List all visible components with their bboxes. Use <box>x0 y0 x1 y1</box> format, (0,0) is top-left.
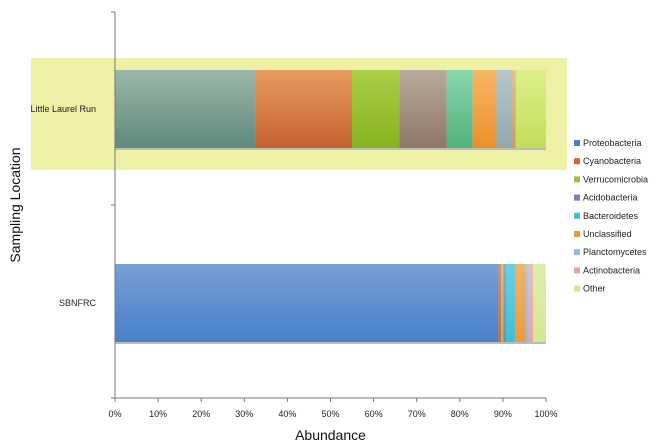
x-tick-label: 60% <box>365 409 383 419</box>
bar-sbnfrc-actinobacteria <box>528 264 534 342</box>
legend-swatch-other <box>574 285 580 292</box>
legend-label-verrucomicrobia: Verrucomicrobia <box>583 174 648 184</box>
x-tick-label: 30% <box>235 409 253 419</box>
x-tick-label: 100% <box>534 409 557 419</box>
bar-sbnfrc-planctomycetes <box>526 264 529 342</box>
bar-sbnfrc-cyanobacteria <box>498 264 502 342</box>
bar-sbnfrc-other <box>533 264 546 342</box>
legend-label-unclassified: Unclassified <box>583 229 632 239</box>
legend-swatch-bacteroidetes <box>574 212 580 219</box>
bar-shadow-little-laurel-run <box>115 148 546 150</box>
legend-swatch-cyanobacteria <box>574 158 580 165</box>
bar-sbnfrc-acidobacteria <box>503 264 506 342</box>
legend-label-planctomycetes: Planctomycetes <box>583 247 647 257</box>
legend-label-bacteroidetes: Bacteroidetes <box>583 211 639 221</box>
x-axis-title: Abundance <box>295 427 366 443</box>
legend-label-proteobacteria: Proteobacteria <box>583 138 642 148</box>
bar-little-laurel-run-cyanobacteria <box>255 70 353 148</box>
bar-sbnfrc-unclassified <box>515 264 527 342</box>
x-tick-label: 0% <box>108 409 121 419</box>
bar-little-laurel-run-verrucomicrobia <box>352 70 400 148</box>
bar-sbnfrc-verrucomicrobia <box>501 264 504 342</box>
bar-little-laurel-run-unclassified <box>472 70 497 148</box>
x-axis-ticks: 0% 10% 20% 30% 40% 50% 60% 70% 80% 90% 100% <box>108 11 558 419</box>
legend-swatch-acidobacteria <box>574 194 580 201</box>
legend: Proteobacteria Cyanobacteria Verrucomicrob… <box>574 138 648 294</box>
category-label-little-laurel-run: Little Laurel Run <box>30 104 96 114</box>
legend-swatch-planctomycetes <box>574 249 580 256</box>
bar-little-laurel-run-bacteroidetes <box>446 70 473 148</box>
x-tick-label: 20% <box>192 409 210 419</box>
y-axis-title: Sampling Location <box>7 147 23 262</box>
legend-label-acidobacteria: Acidobacteria <box>583 193 638 203</box>
bar-little-laurel-run-proteobacteria <box>115 70 256 148</box>
bar-sbnfrc-bacteroidetes <box>505 264 516 342</box>
bar-little-laurel-run-other <box>515 70 546 148</box>
bar-little-laurel-run-acidobacteria <box>399 70 447 148</box>
x-tick-label: 50% <box>321 409 339 419</box>
bar-sbnfrc-proteobacteria <box>115 264 499 342</box>
legend-swatch-proteobacteria <box>574 140 580 146</box>
x-tick-label: 70% <box>408 409 426 419</box>
bar-little-laurel-run-planctomycetes <box>496 70 512 148</box>
bar-little-laurel-run-actinobacteria <box>511 70 516 148</box>
x-tick-label: 10% <box>149 409 167 419</box>
category-label-sbnfrc: SBNFRC <box>59 298 97 308</box>
legend-label-cyanobacteria: Cyanobacteria <box>583 156 641 166</box>
x-tick-label: 80% <box>451 409 469 419</box>
x-tick-label: 90% <box>494 409 512 419</box>
category-labels: Little Laurel Run SBNFRC <box>30 104 96 308</box>
legend-label-other: Other <box>583 284 606 294</box>
legend-swatch-actinobacteria <box>574 267 580 274</box>
bar-shadow-sbnfrc <box>115 342 546 344</box>
legend-swatch-verrucomicrobia <box>574 176 580 183</box>
x-tick-label: 40% <box>278 409 296 419</box>
legend-swatch-unclassified <box>574 231 580 237</box>
bar-segments <box>115 70 546 344</box>
legend-label-actinobacteria: Actinobacteria <box>583 265 640 275</box>
